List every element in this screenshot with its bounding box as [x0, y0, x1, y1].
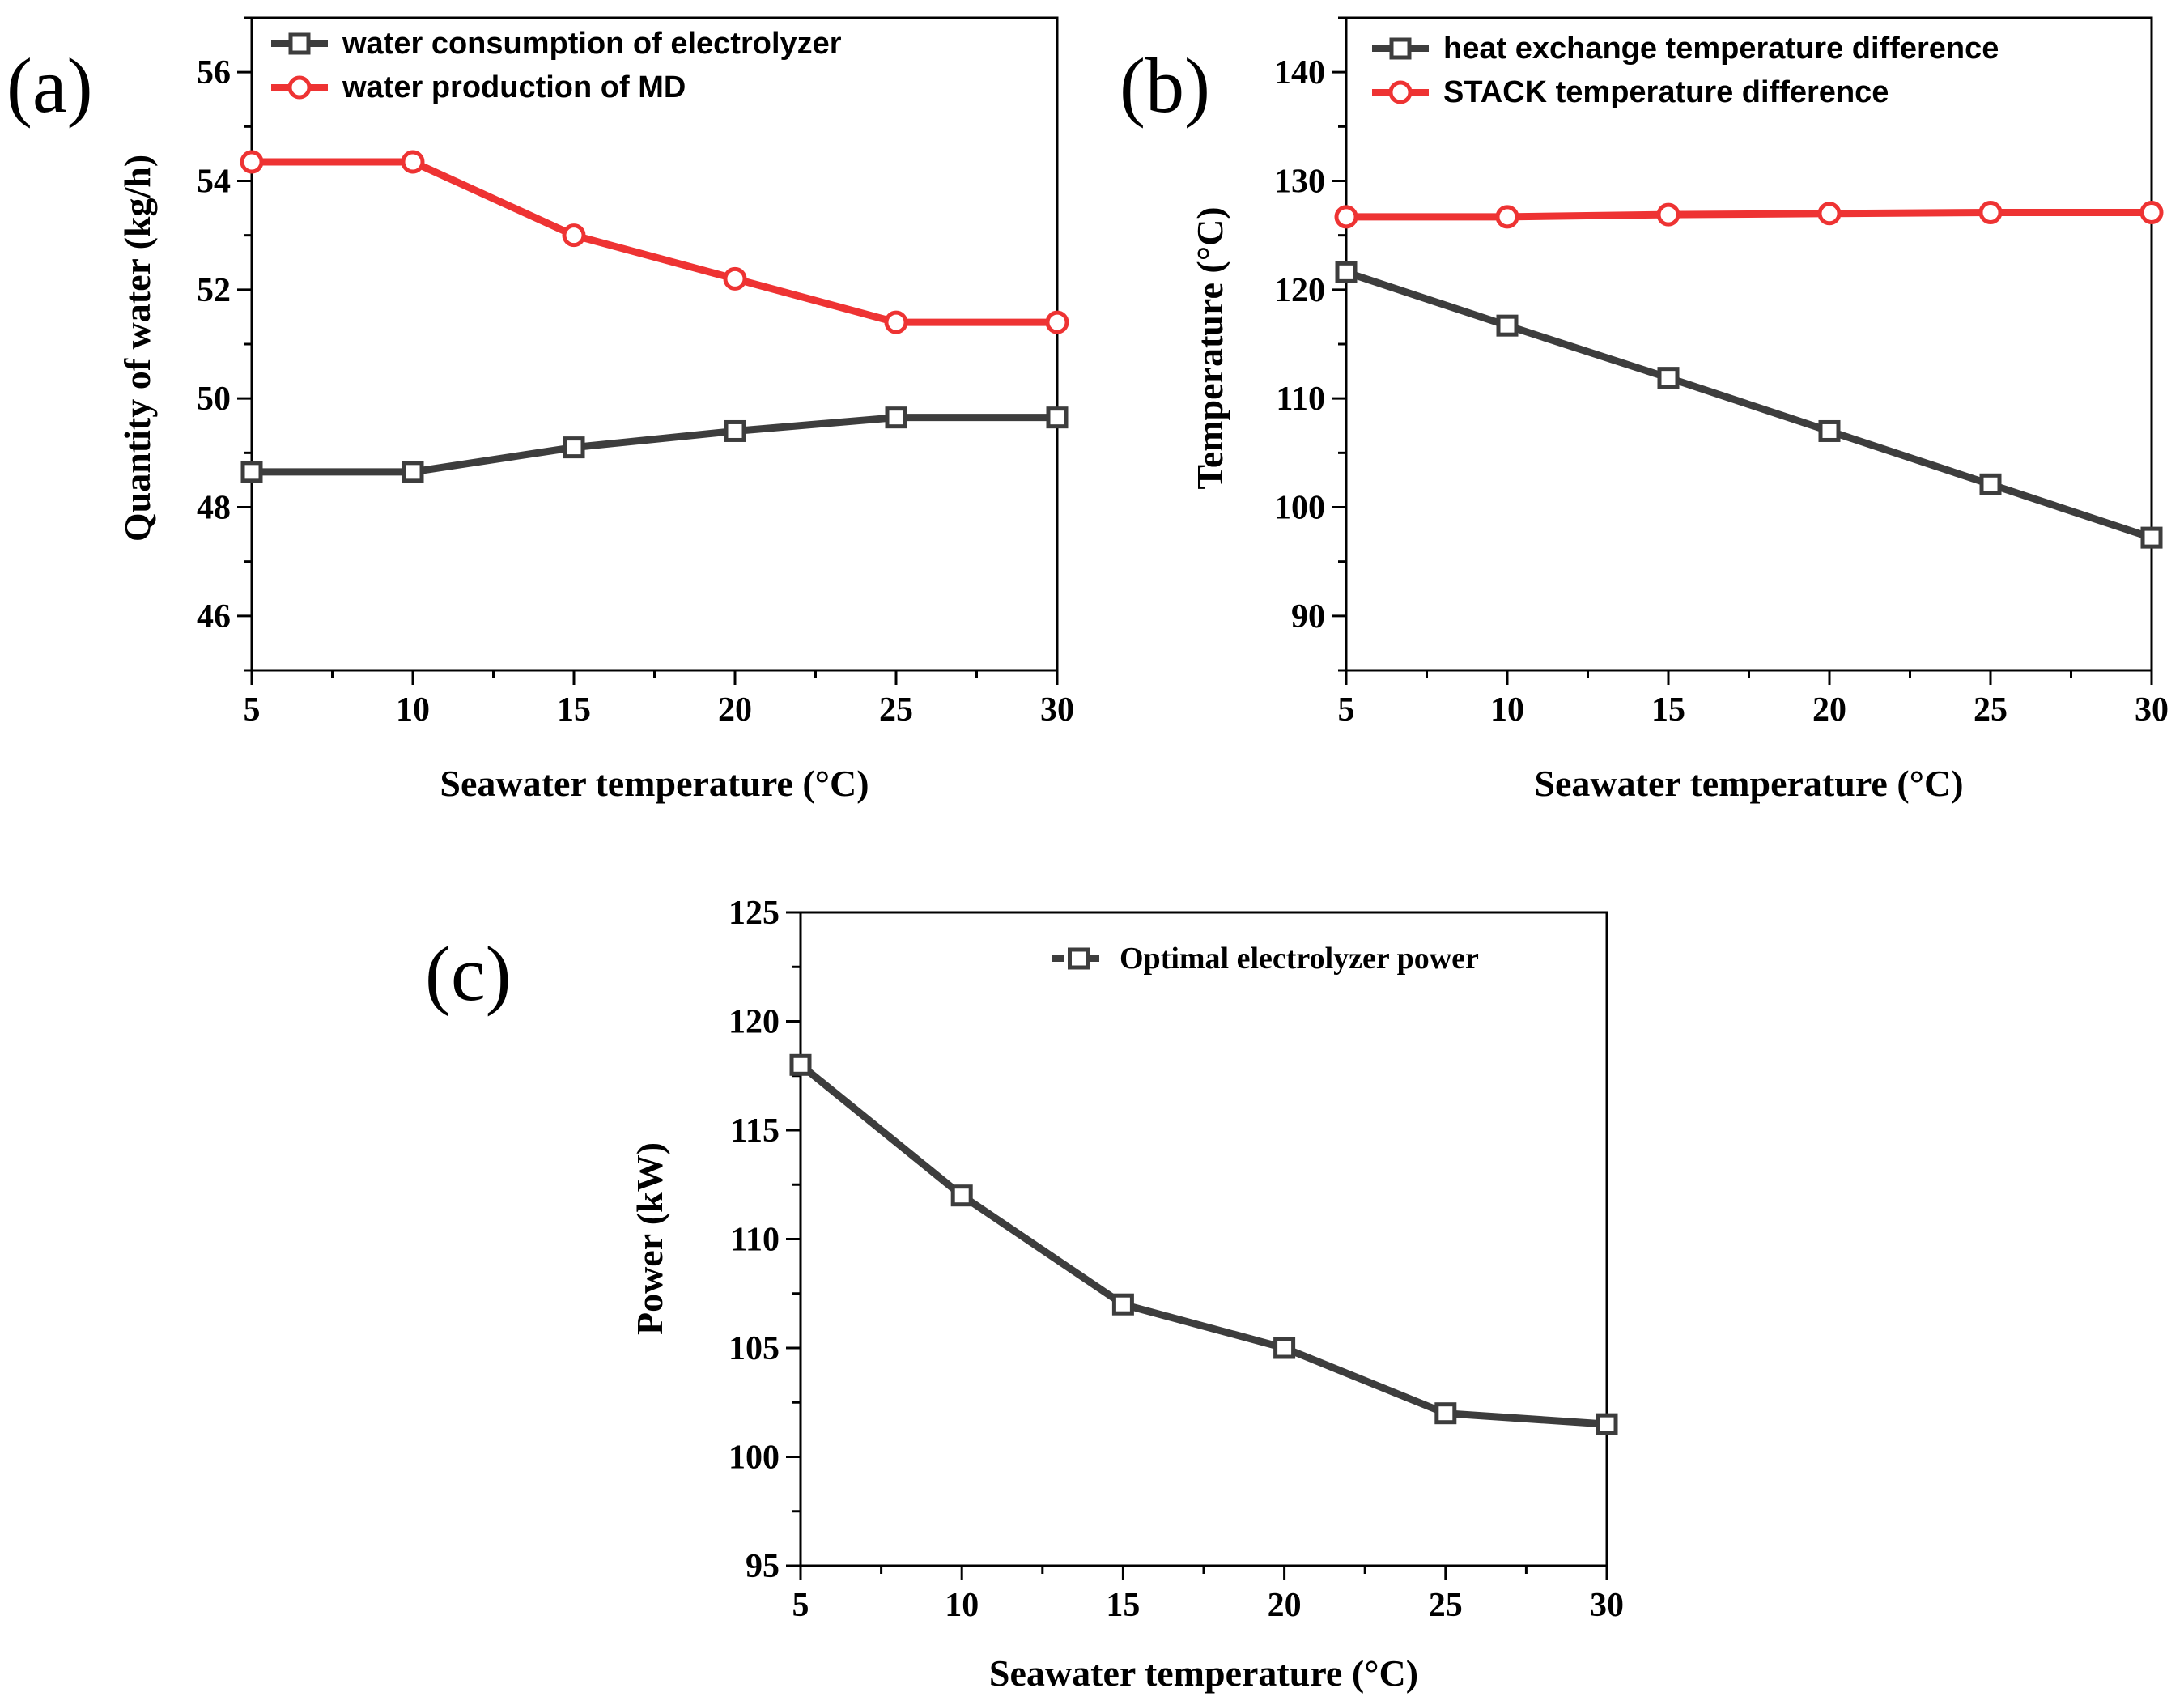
panel-c: (c) 5 10 15 20 25 30 95 100 105 110 115 120 125 Seawat… [425, 895, 1624, 1694]
data-point [1657, 367, 1680, 389]
y-tick-label: 110 [1276, 381, 1325, 418]
x-tick-label: 30 [1040, 691, 1074, 729]
y-tick-label: 46 [197, 598, 231, 636]
data-point [950, 1184, 973, 1207]
y-tick-label: 100 [1274, 490, 1325, 527]
data-point [1817, 202, 1842, 226]
series-line-2 [1346, 208, 2152, 221]
data-point [562, 223, 586, 248]
x-tick-label: 15 [557, 691, 591, 729]
data-point [2139, 200, 2164, 224]
x-tick-label: 20 [718, 691, 752, 729]
x-tick-label: 15 [1106, 1587, 1140, 1624]
y-tick-label: 130 [1274, 164, 1325, 201]
data-point [1656, 202, 1680, 227]
y-tick-label: 120 [1274, 272, 1325, 309]
data-point [789, 1053, 812, 1076]
plot-frame [1345, 16, 2153, 672]
legend-label: water consumption of electrolyzer [342, 27, 842, 61]
y-tick-label: 115 [730, 1112, 780, 1150]
data-point [1045, 310, 1069, 334]
legend-marker [1068, 947, 1090, 970]
legend-marker [1389, 37, 1412, 60]
legend-label: heat exchange temperature difference [1443, 32, 1999, 66]
y-tick-label: 105 [729, 1330, 780, 1367]
data-point [2140, 526, 2163, 549]
y-tick-label: 120 [729, 1004, 780, 1041]
data-point [240, 461, 263, 483]
series-line-2 [252, 158, 1057, 326]
x-tick-label: 10 [1490, 691, 1524, 729]
y-axis-title: Power (kW) [629, 1142, 670, 1335]
y-tick-label: 56 [197, 54, 231, 91]
y-tick-label: 54 [197, 164, 231, 201]
data-point [1596, 1413, 1618, 1435]
data-point [401, 150, 425, 174]
y-tick-label: 110 [730, 1222, 780, 1259]
data-point [1111, 1293, 1134, 1316]
data-point [884, 310, 908, 334]
x-tick-label: 5 [1338, 691, 1355, 729]
x-tick-label: 25 [1974, 691, 2008, 729]
panel-label-c: (c) [425, 930, 512, 1017]
data-point [723, 266, 747, 291]
data-point [1818, 419, 1841, 442]
legend-marker [287, 75, 312, 100]
x-tick-label: 30 [1590, 1587, 1624, 1624]
data-point [1334, 205, 1358, 229]
data-point [240, 150, 264, 174]
panel-label-b: (b) [1120, 42, 1210, 129]
data-point [1434, 1402, 1457, 1425]
y-tick-label: 90 [1291, 598, 1325, 636]
x-tick-label: 30 [2135, 691, 2169, 729]
panel-b: (b) 5 10 15 20 25 30 90 100 110 120 130 140 Seawater … [1120, 16, 2169, 804]
data-point [1273, 1337, 1296, 1359]
data-point [402, 461, 424, 483]
y-tick-label: 95 [746, 1548, 780, 1585]
series-line-1 [252, 414, 1057, 476]
data-point [1978, 200, 2003, 224]
legend-marker [288, 32, 311, 55]
data-point [1335, 261, 1358, 283]
data-point [724, 419, 746, 442]
x-tick-label: 20 [1268, 1587, 1302, 1624]
y-tick-label: 48 [197, 490, 231, 527]
plot-frame [250, 16, 1059, 672]
series-line-1 [1345, 269, 2153, 542]
series-line-1 [798, 1061, 1608, 1428]
x-axis-title: Seawater temperature (°C) [440, 763, 869, 804]
x-tick-label: 25 [879, 691, 913, 729]
x-tick-label: 10 [396, 691, 430, 729]
y-tick-label: 100 [729, 1439, 780, 1477]
panel-a: (a) 5 10 15 20 25 30 46 48 50 52 54 56 Seawater tempe… [6, 16, 1074, 804]
x-tick-label: 25 [1429, 1587, 1463, 1624]
plot-frame [799, 911, 1608, 1567]
panel-label-a: (a) [6, 42, 93, 129]
x-tick-label: 5 [244, 691, 261, 729]
y-tick-label: 50 [197, 381, 231, 418]
data-point [1979, 473, 2002, 495]
x-tick-label: 15 [1651, 691, 1685, 729]
data-point [1496, 314, 1519, 337]
data-point [1495, 205, 1519, 229]
y-tick-label: 52 [197, 272, 231, 309]
x-tick-label: 10 [945, 1587, 979, 1624]
y-tick-label: 125 [729, 895, 780, 932]
x-tick-label: 20 [1812, 691, 1846, 729]
data-point [1046, 406, 1069, 429]
x-axis-title: Seawater temperature (°C) [989, 1652, 1418, 1694]
data-point [885, 406, 907, 429]
legend-label: Optimal electrolyzer power [1120, 942, 1479, 976]
legend-label: water production of MD [342, 70, 686, 104]
x-tick-label: 5 [792, 1587, 809, 1624]
legend-marker [1388, 80, 1413, 104]
y-axis-title: Quantity of water (kg/h) [117, 155, 158, 542]
y-axis-title: Temperature (°C) [1189, 206, 1230, 489]
x-axis-title: Seawater temperature (°C) [1534, 763, 1963, 804]
data-point [563, 436, 585, 459]
legend-label: STACK temperature difference [1443, 75, 1889, 109]
y-tick-label: 140 [1274, 54, 1325, 91]
